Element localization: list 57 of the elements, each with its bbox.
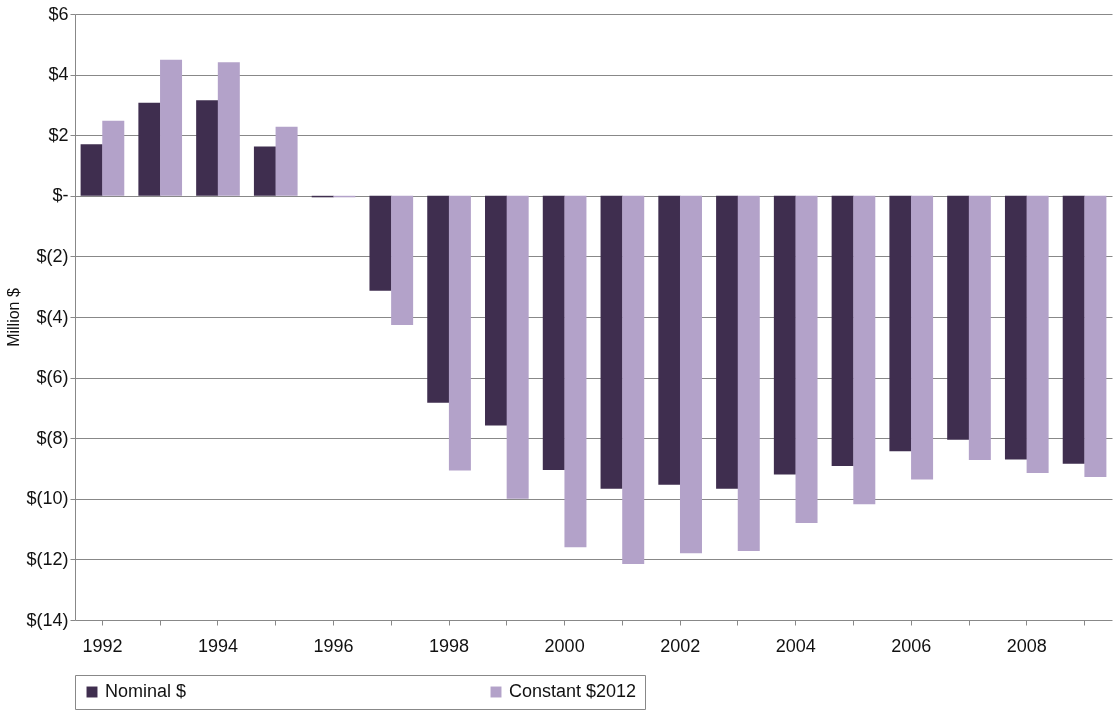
bar xyxy=(911,195,934,480)
bar xyxy=(1026,195,1049,474)
y-tick-label: $(8) xyxy=(36,427,69,448)
bar xyxy=(542,195,565,471)
bar xyxy=(831,195,854,467)
y-tick-label: $(14) xyxy=(26,609,69,630)
x-tick-label: 1998 xyxy=(429,635,470,656)
bar xyxy=(506,195,529,499)
bar xyxy=(1062,195,1085,464)
y-tick-label: $(6) xyxy=(36,367,69,388)
x-tick-label: 2004 xyxy=(775,635,816,656)
bar xyxy=(80,144,103,196)
y-tick-label: $- xyxy=(52,185,69,206)
bar xyxy=(600,195,623,489)
bar xyxy=(448,195,471,471)
legend-label: Nominal $ xyxy=(105,681,187,701)
y-tick-label: $(2) xyxy=(36,245,69,266)
bar xyxy=(275,126,298,196)
y-tick-label: $(4) xyxy=(36,306,69,327)
bar xyxy=(369,195,392,291)
bar xyxy=(716,195,739,489)
bar xyxy=(196,100,219,196)
bar xyxy=(160,59,183,196)
bar xyxy=(391,195,414,325)
bar xyxy=(1004,195,1027,460)
bar xyxy=(138,102,161,196)
bar xyxy=(947,195,970,440)
x-tick-label: 2006 xyxy=(891,635,932,656)
bar xyxy=(427,195,450,403)
x-tick-label: 2002 xyxy=(660,635,701,656)
y-tick-label: $(12) xyxy=(26,548,69,569)
bar xyxy=(622,195,645,564)
y-tick-label: $4 xyxy=(48,64,69,85)
bar xyxy=(1084,195,1107,477)
bar xyxy=(564,195,587,548)
bar xyxy=(737,195,760,551)
bar xyxy=(102,120,125,196)
bar xyxy=(253,146,276,196)
bar xyxy=(217,62,240,196)
y-axis-title: Million $ xyxy=(5,288,23,347)
x-tick-label: 2000 xyxy=(544,635,585,656)
x-tick-label: 1992 xyxy=(82,635,123,656)
y-tick-label: $(10) xyxy=(26,488,69,509)
bar xyxy=(968,195,991,461)
bar xyxy=(889,195,912,452)
bar xyxy=(679,195,702,554)
y-tick-label: $6 xyxy=(48,3,69,24)
x-tick-label: 1994 xyxy=(197,635,239,656)
bar xyxy=(658,195,681,485)
bar xyxy=(485,195,508,426)
legend-label: Constant $2012 xyxy=(509,681,637,701)
x-tick-label: 1996 xyxy=(313,635,354,656)
bar xyxy=(773,195,796,475)
y-tick-label: $2 xyxy=(48,124,69,145)
bar xyxy=(795,195,818,524)
bar xyxy=(853,195,876,505)
x-tick-label: 2008 xyxy=(1006,635,1047,656)
